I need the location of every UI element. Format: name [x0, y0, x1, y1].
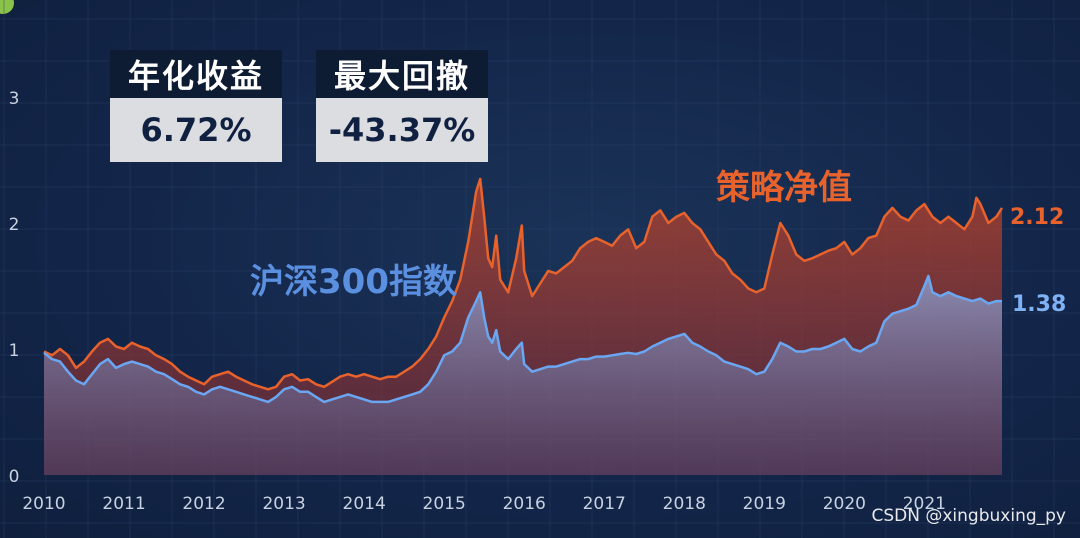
x-tick-label: 2013 [262, 494, 305, 514]
watermark: CSDN @xingbuxing_py [871, 506, 1067, 526]
x-tick-label: 2018 [663, 494, 706, 514]
series-line-0 [43, 177, 1004, 391]
series-lines [43, 177, 1004, 404]
max-drawdown-label: 最大回撤 [316, 50, 488, 98]
series-line-1 [43, 274, 1002, 404]
y-tick-label: 2 [9, 215, 20, 235]
y-tick-label: 0 [9, 467, 20, 487]
annual-return-value: 6.72% [110, 98, 282, 162]
x-tick-label: 2011 [102, 494, 145, 514]
x-tick-label: 2014 [343, 494, 386, 514]
x-tick-label: 2021 [903, 494, 946, 514]
x-tick-label: 2015 [423, 494, 466, 514]
x-tick-label: 2017 [583, 494, 626, 514]
strategy-end-label: 2.12 [1010, 205, 1065, 230]
annual-return-label: 年化收益 [110, 50, 282, 98]
strategy-series-label: 策略净值 [716, 168, 852, 208]
index-series-label: 沪深300指数 [250, 262, 457, 302]
x-tick-label: 2010 [22, 494, 65, 514]
x-tick-label: 2019 [743, 494, 786, 514]
x-tick-label: 2020 [823, 494, 866, 514]
x-axis-ticks: 2010 2011 2012 2013 2014 2015 2016 2017 2018 2019… [22, 494, 946, 514]
y-tick-label: 1 [9, 341, 20, 361]
x-tick-label: 2016 [503, 494, 546, 514]
max-drawdown-value: -43.37% [316, 98, 488, 162]
series-areas [44, 178, 1002, 475]
index-end-label: 1.38 [1012, 292, 1067, 317]
corner-dot-icon [0, 0, 14, 14]
y-axis-ticks: 0 1 2 3 [9, 89, 20, 487]
x-tick-label: 2012 [182, 494, 225, 514]
series-area-1 [44, 275, 1002, 475]
y-tick-label: 3 [9, 89, 20, 109]
